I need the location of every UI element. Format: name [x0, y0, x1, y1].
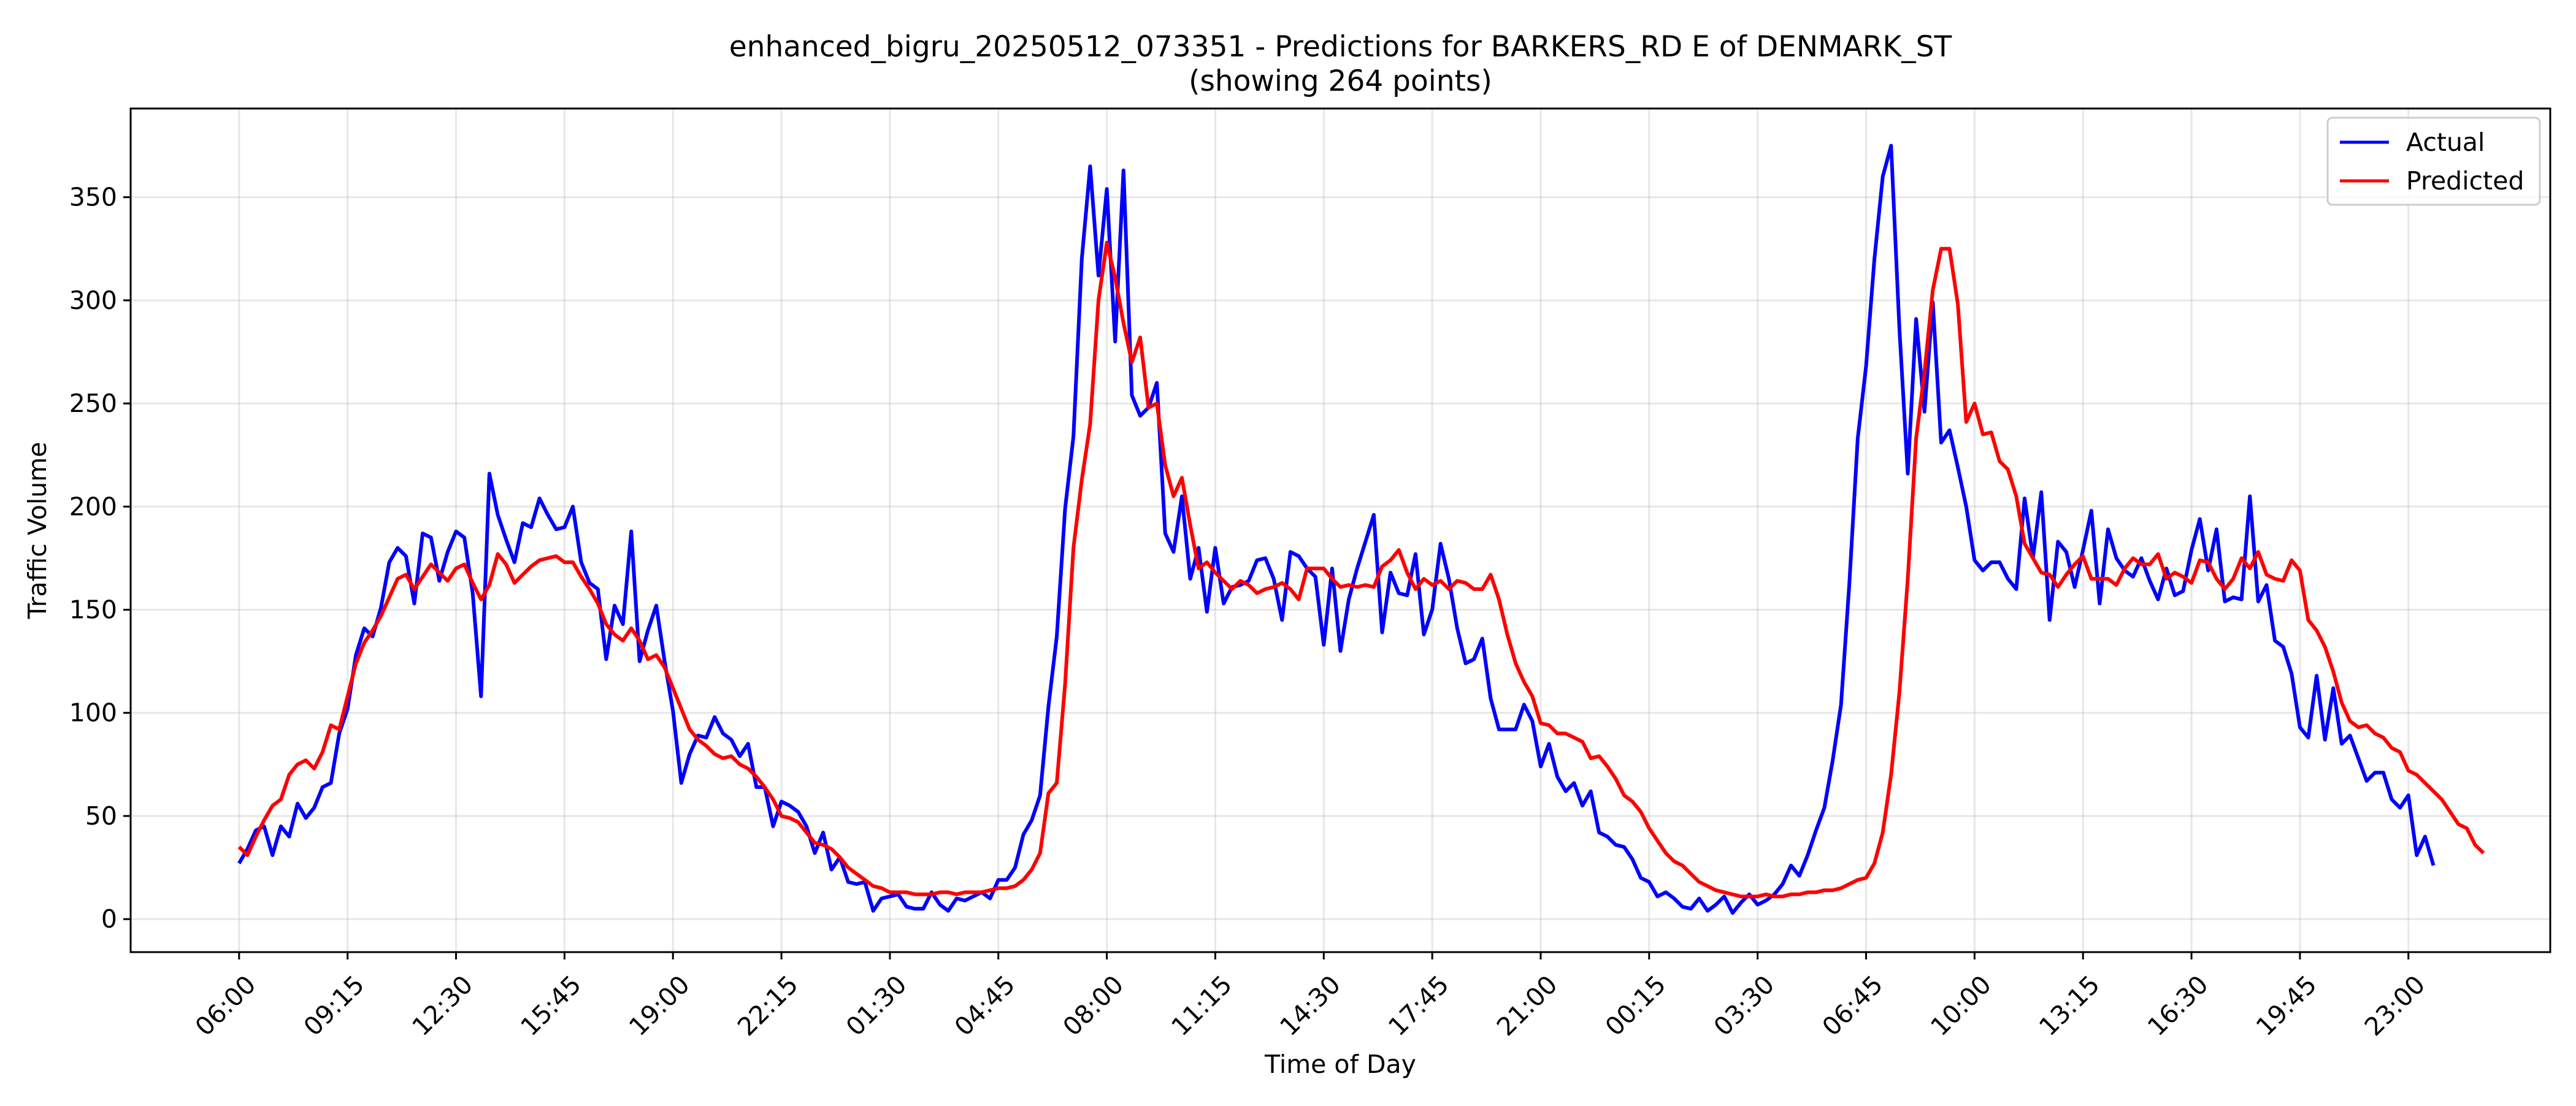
legend-label-predicted: Predicted [2406, 166, 2524, 196]
x-axis-label: Time of Day [1264, 1050, 1416, 1079]
y-tick-label: 300 [69, 286, 117, 315]
plot-frame [129, 107, 2551, 953]
series-line-predicted [237, 240, 2485, 899]
chart-subtitle: (showing 264 points) [1189, 64, 1492, 98]
y-tick-label: 250 [69, 389, 117, 418]
series-line-actual [237, 143, 2436, 915]
y-tick-label: 350 [69, 183, 117, 212]
y-tick-label: 150 [69, 595, 117, 625]
y-tick-label: 50 [85, 801, 117, 831]
y-tick-label: 200 [69, 492, 117, 521]
y-tick-label: 100 [69, 698, 117, 728]
y-axis-label: Traffic Volume [23, 442, 52, 620]
chart-title: enhanced_bigru_20250512_073351 - Predict… [729, 30, 1952, 64]
legend-label-actual: Actual [2406, 128, 2485, 157]
series-layer [237, 143, 2485, 915]
y-tick-label: 0 [101, 904, 117, 934]
legend: Actual Predicted [2326, 116, 2541, 206]
y-axis: 0 50 100 150 200 250 300 350 [69, 183, 131, 934]
legend-box [2326, 116, 2541, 206]
